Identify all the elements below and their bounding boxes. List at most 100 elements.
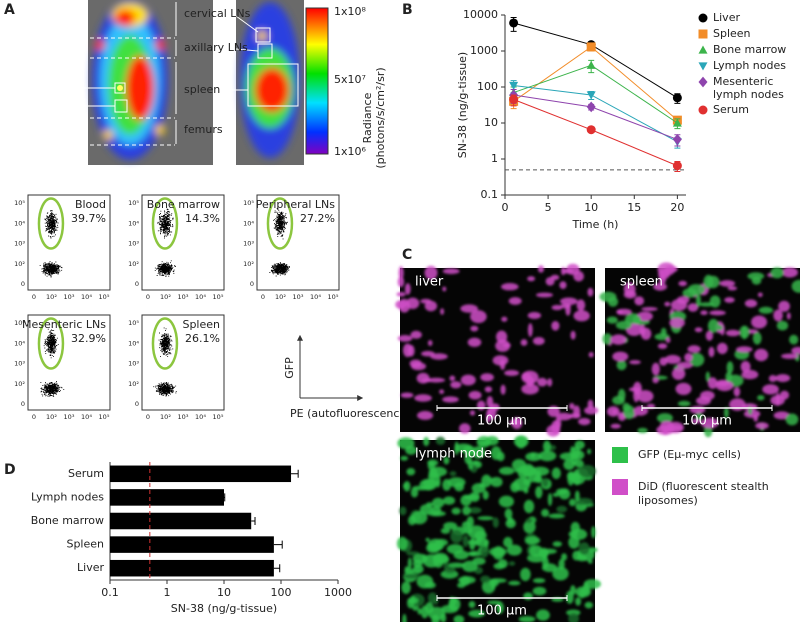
cell-blob xyxy=(743,409,761,418)
cell-blob xyxy=(733,387,741,397)
flow-tick: 10⁴ xyxy=(81,293,92,301)
micrograph: spleen 100 μm xyxy=(599,262,800,438)
cell-blob xyxy=(513,477,531,491)
error-bar xyxy=(224,493,226,502)
cell-blob xyxy=(781,353,799,359)
cell-blob xyxy=(486,396,494,408)
flow-tick: 10⁴ xyxy=(128,339,139,347)
cell-blob xyxy=(708,346,715,358)
colorbar-tick: 1x10⁸ xyxy=(334,5,367,18)
cell-blob xyxy=(407,557,412,570)
cell-blob xyxy=(556,488,568,495)
cell-blob xyxy=(428,472,438,481)
cell-blob xyxy=(576,299,586,312)
flow-tick: 10² xyxy=(46,293,57,301)
cell-blob xyxy=(612,409,617,415)
cell-blob xyxy=(572,550,581,561)
cell-blob xyxy=(484,386,493,393)
cell-blob xyxy=(694,327,703,333)
cell-blob xyxy=(501,316,508,322)
micrograph-signal xyxy=(396,435,602,622)
cell-blob xyxy=(497,559,508,569)
y-tick-label: 10000 xyxy=(463,8,498,21)
colorbar-tick: 1x10⁶ xyxy=(334,145,367,158)
cell-blob xyxy=(758,306,774,314)
cell-blob xyxy=(636,311,653,322)
flow-tick: 0 xyxy=(135,400,139,408)
cell-blob xyxy=(471,483,486,494)
flow-events xyxy=(40,326,65,398)
cell-blob xyxy=(547,493,553,506)
cell-blob xyxy=(515,436,527,449)
legend-marker xyxy=(698,62,708,71)
flow-tick: 10³ xyxy=(243,240,254,248)
cell-blob xyxy=(538,547,549,558)
cell-blob xyxy=(587,287,594,297)
cell-blob xyxy=(424,265,438,280)
cell-blob xyxy=(579,588,586,599)
legend-label: liposomes) xyxy=(638,494,698,507)
flow-y-label: GFP xyxy=(283,357,296,379)
cell-blob xyxy=(470,310,487,324)
flow-tick: 0 xyxy=(146,413,150,421)
cell-blob xyxy=(675,382,692,395)
cell-blob xyxy=(725,371,732,382)
cell-blob xyxy=(612,351,629,362)
cell-blob xyxy=(559,281,567,289)
cell-blob xyxy=(610,334,627,345)
flow-percent: 27.2% xyxy=(300,212,335,225)
cell-blob xyxy=(785,413,799,426)
cell-blob xyxy=(440,308,445,315)
cell-blob xyxy=(775,374,791,383)
y-tick-label: 1000 xyxy=(470,44,498,57)
flow-tick: 10² xyxy=(128,380,139,388)
error-bar xyxy=(251,517,256,525)
cell-blob xyxy=(616,360,627,371)
cell-blob xyxy=(700,310,708,316)
cell-blob xyxy=(496,601,505,614)
x-tick-label: 15 xyxy=(627,201,641,214)
cell-blob xyxy=(498,495,514,508)
error-bar xyxy=(273,564,281,573)
point xyxy=(509,94,519,104)
cell-blob xyxy=(476,400,486,411)
cell-blob xyxy=(489,406,497,420)
flow-tick: 10⁵ xyxy=(128,319,139,327)
cell-blob xyxy=(622,402,631,412)
flow-tick: 0 xyxy=(261,293,265,301)
cell-blob xyxy=(610,423,621,429)
cell-blob xyxy=(433,554,444,568)
series-line xyxy=(513,94,678,140)
cell-blob xyxy=(532,578,546,584)
cell-blob xyxy=(480,546,489,558)
flow-tick: 10⁴ xyxy=(81,413,92,421)
region-label: LN xyxy=(60,82,74,95)
cell-blob xyxy=(404,283,411,295)
colorbar-label: Radiance xyxy=(361,92,374,143)
cell-blob xyxy=(676,296,690,304)
cell-blob xyxy=(561,266,566,276)
flow-percent: 39.7% xyxy=(71,212,106,225)
cell-blob xyxy=(571,452,578,466)
cell-blob xyxy=(460,575,471,586)
y-tick-label: 1 xyxy=(491,152,498,165)
colorbar-tick: 5x10⁷ xyxy=(334,73,366,86)
cell-blob xyxy=(425,537,430,542)
cell-blob xyxy=(561,553,568,561)
cell-blob xyxy=(727,286,738,291)
cell-blob xyxy=(525,518,533,524)
cell-blob xyxy=(395,300,407,309)
cell-blob xyxy=(684,352,693,362)
series-line xyxy=(513,99,678,167)
cell-blob xyxy=(489,578,507,583)
legend-label: Bone marrow xyxy=(713,43,786,56)
region-label: femurs xyxy=(184,123,223,136)
panel-label: C xyxy=(402,247,412,263)
legend-marker xyxy=(698,29,708,39)
cell-blob xyxy=(696,293,701,307)
y-tick-label: 0.1 xyxy=(481,188,499,201)
cell-blob xyxy=(575,597,582,606)
flow-tick: 10² xyxy=(46,413,57,421)
cell-blob xyxy=(588,351,594,358)
